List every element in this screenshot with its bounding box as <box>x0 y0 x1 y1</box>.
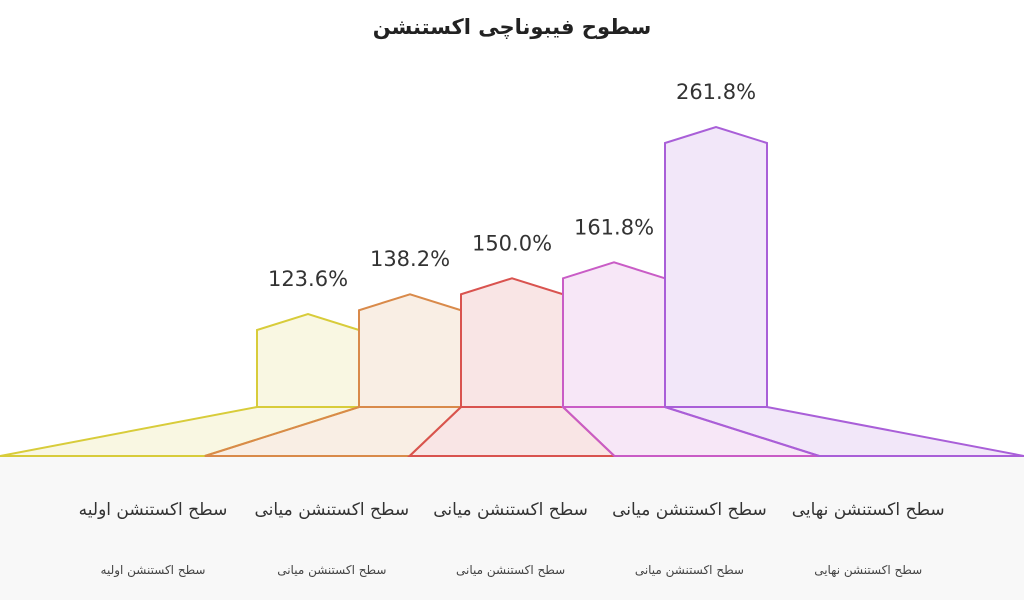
value-label: 123.6% <box>268 267 348 291</box>
category-description: سطح اکستنشن میانی <box>456 563 566 577</box>
value-label: 150.0% <box>472 231 552 255</box>
category-label: سطح اکستنشن نهایی <box>791 500 945 520</box>
value-label: 261.8% <box>676 80 756 104</box>
category-label: سطح اکستنشن میانی <box>254 500 410 520</box>
category-description: سطح اکستنشن میانی <box>277 563 387 577</box>
bar <box>562 261 666 408</box>
bar <box>664 125 768 408</box>
value-label: 161.8% <box>574 215 654 239</box>
category-description: سطح اکستنشن میانی <box>634 563 744 577</box>
category-description: سطح اکستنشن نهایی <box>814 563 923 577</box>
footer-band <box>0 456 1024 600</box>
category-label: سطح اکستنشن میانی <box>612 500 767 520</box>
bar <box>358 293 462 408</box>
category-label: سطح اکستنشن اولیه <box>78 500 228 520</box>
value-label: 138.2% <box>370 247 450 271</box>
bar <box>460 277 564 408</box>
category-label: سطح اکستنشن میانی <box>433 500 588 520</box>
bar <box>256 312 360 408</box>
category-description: سطح اکستنشن اولیه <box>100 563 206 577</box>
chart-title: سطوح فیبوناچی اکستنشن <box>373 15 651 39</box>
